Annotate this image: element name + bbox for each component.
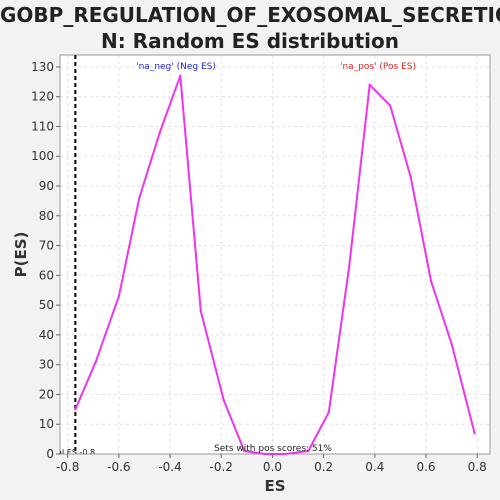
data-point xyxy=(243,449,246,453)
data-point xyxy=(199,309,202,313)
data-point xyxy=(138,196,141,200)
series-line xyxy=(74,74,476,455)
y-tick-label: 50 xyxy=(39,298,54,312)
chart-title: GOBP_REGULATION_OF_EXOSOMAL_SECRETIO N: … xyxy=(0,2,500,54)
neg-es-label: 'na_neg' (Neg ES) xyxy=(136,62,216,72)
y-tick-label: 20 xyxy=(39,387,54,401)
data-point xyxy=(368,83,371,86)
data-point xyxy=(473,431,476,435)
x-tick-label: 0.4 xyxy=(365,460,384,474)
data-point xyxy=(307,449,310,453)
data-point xyxy=(117,294,121,298)
x-tick-label: 0.2 xyxy=(314,460,333,474)
pos-es-label: 'na_pos' (Pos ES) xyxy=(340,62,416,72)
y-tick-label: 130 xyxy=(31,60,54,74)
real-es-label: Real ES -0.8 xyxy=(47,448,95,457)
y-tick-label: 60 xyxy=(39,268,54,282)
x-tick-label: -0.4 xyxy=(158,460,181,474)
y-tick-label: 80 xyxy=(39,209,54,223)
plot-background xyxy=(60,55,490,454)
data-point xyxy=(94,360,98,363)
x-axis-label: ES xyxy=(264,477,285,495)
data-point xyxy=(327,411,330,414)
data-point xyxy=(222,399,226,402)
data-point xyxy=(74,408,77,411)
y-tick-label: 40 xyxy=(39,328,54,342)
data-point xyxy=(158,131,162,134)
y-axis-label: P(ES) xyxy=(12,232,30,278)
data-point xyxy=(450,342,453,346)
y-tick-label: 110 xyxy=(31,119,54,133)
pos-scores-label: Sets with pos scores: 51% xyxy=(214,444,332,454)
y-tick-label: 30 xyxy=(39,358,54,372)
x-tick-label: -0.6 xyxy=(107,460,130,474)
y-tick-label: 10 xyxy=(39,417,54,431)
data-point xyxy=(388,104,392,107)
y-tick-label: 90 xyxy=(39,179,54,193)
data-point xyxy=(263,452,266,456)
data-point xyxy=(409,175,412,179)
data-point xyxy=(429,280,433,283)
x-tick-label: 0.6 xyxy=(416,460,435,474)
y-tick-label: 100 xyxy=(31,149,54,163)
data-point xyxy=(284,452,287,456)
data-point xyxy=(179,74,182,78)
y-tick-label: 120 xyxy=(31,90,54,104)
x-tick-label: 0.0 xyxy=(263,460,282,474)
y-tick-label: 0 xyxy=(46,447,54,461)
chart-title-line-2: N: Random ES distribution xyxy=(100,29,400,53)
x-tick-label: 0.8 xyxy=(468,460,487,474)
chart-title-line-1: GOBP_REGULATION_OF_EXOSOMAL_SECRETIO xyxy=(0,3,500,27)
data-point xyxy=(348,265,351,268)
x-tick-label: -0.8 xyxy=(56,460,79,474)
x-tick-label: -0.2 xyxy=(210,460,233,474)
y-tick-label: 70 xyxy=(39,239,54,253)
